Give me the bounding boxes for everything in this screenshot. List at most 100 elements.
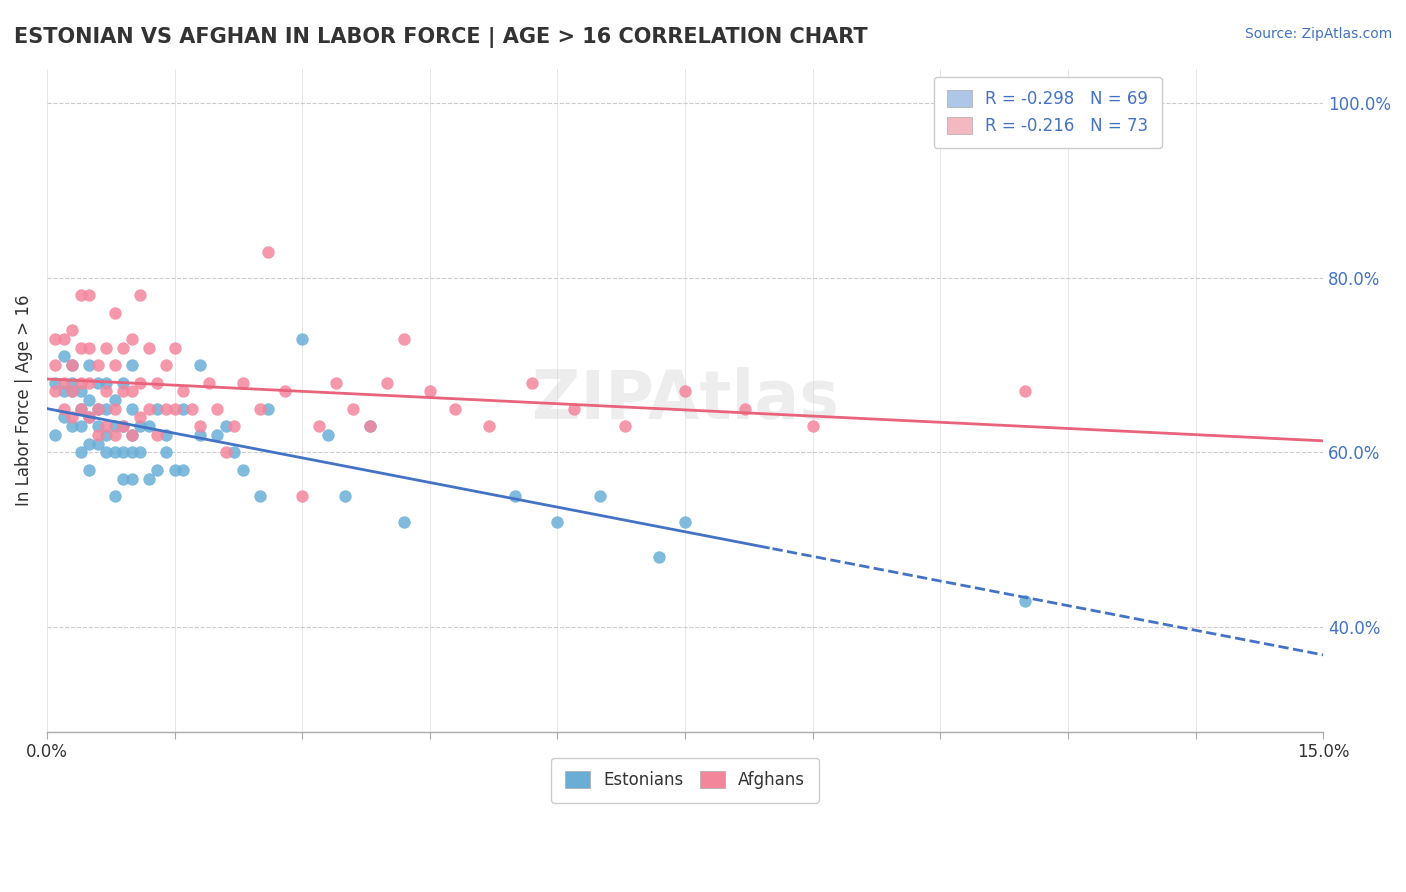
Point [801,419,824,434]
Point [96,384,118,399]
Point [44,332,66,346]
Point [146,401,169,416]
Point [87,401,110,416]
Point [70,445,93,459]
Point [129,410,152,425]
Point [62,376,84,390]
Point [121,428,143,442]
Point [62,358,84,372]
Point [70,341,93,355]
Point [87,376,110,390]
Point [308,419,330,434]
Point [62,419,84,434]
Point [79,392,101,407]
Point [359,419,381,434]
Point [104,489,127,503]
Point [146,376,169,390]
Point [734,401,756,416]
Point [96,428,118,442]
Point [359,419,381,434]
Point [121,471,143,485]
Point [70,401,93,416]
Point [104,445,127,459]
Point [146,428,169,442]
Point [214,419,236,434]
Point [62,410,84,425]
Point [673,384,696,399]
Point [394,515,416,529]
Point [87,436,110,450]
Point [70,401,93,416]
Point [79,436,101,450]
Point [70,376,93,390]
Point [62,384,84,399]
Point [87,419,110,434]
Point [44,358,66,372]
Point [121,401,143,416]
Point [138,341,160,355]
Point [214,445,236,459]
Point [375,376,398,390]
Point [257,401,280,416]
Point [96,376,118,390]
Point [79,376,101,390]
Point [163,401,186,416]
Point [112,341,135,355]
Point [52,401,75,416]
Point [112,419,135,434]
Point [222,445,245,459]
Point [249,401,271,416]
Point [62,323,84,337]
Point [394,332,416,346]
Point [79,288,101,302]
Point [112,471,135,485]
Point [188,358,211,372]
Text: ESTONIAN VS AFGHAN IN LABOR FORCE | AGE > 16 CORRELATION CHART: ESTONIAN VS AFGHAN IN LABOR FORCE | AGE … [14,27,868,48]
Point [104,392,127,407]
Point [70,288,93,302]
Point [249,489,271,503]
Point [79,358,101,372]
Point [96,445,118,459]
Point [274,384,297,399]
Point [614,419,637,434]
Point [44,384,66,399]
Point [79,463,101,477]
Point [188,428,211,442]
Point [129,288,152,302]
Point [188,419,211,434]
Point [96,341,118,355]
Point [589,489,612,503]
Legend: Estonians, Afghans: Estonians, Afghans [551,758,818,803]
Point [342,401,364,416]
Point [478,419,501,434]
Point [232,376,254,390]
Point [62,358,84,372]
Point [79,410,101,425]
Y-axis label: In Labor Force | Age > 16: In Labor Force | Age > 16 [15,294,32,506]
Point [1014,384,1036,399]
Point [121,384,143,399]
Point [104,419,127,434]
Point [673,515,696,529]
Point [44,428,66,442]
Point [87,428,110,442]
Point [112,376,135,390]
Point [205,401,228,416]
Point [520,376,543,390]
Point [129,376,152,390]
Point [52,350,75,364]
Point [180,401,202,416]
Point [121,445,143,459]
Point [155,401,177,416]
Point [52,384,75,399]
Point [121,332,143,346]
Text: Source: ZipAtlas.com: Source: ZipAtlas.com [1244,27,1392,41]
Point [325,376,347,390]
Point [316,428,339,442]
Point [52,410,75,425]
Point [52,332,75,346]
Point [172,463,194,477]
Point [197,376,219,390]
Point [138,471,160,485]
